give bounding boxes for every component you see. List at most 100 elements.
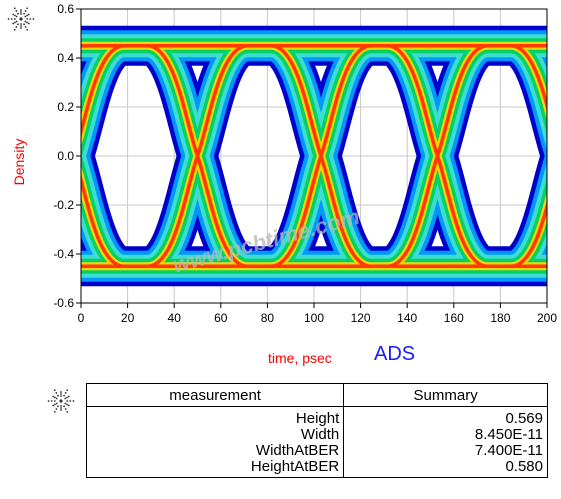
y-tick-label: 0.4 [57,51,74,65]
logo-dot [63,394,65,397]
logo-dot [60,405,62,407]
x-tick-label: 160 [444,311,464,325]
y-tick-label: 0.2 [57,100,74,114]
logo-dot [17,12,19,15]
logo-dot [55,408,58,410]
logo-dot [15,20,18,23]
logo-dot [66,410,69,413]
logo-dot [20,9,22,11]
logo-dot [67,395,70,398]
logo-dot [69,400,72,402]
logo-dot [14,21,16,24]
logo-dot [20,11,22,13]
measurement-value: 0.580 [343,459,548,478]
agilent-logo-icon [7,7,35,31]
logo-dot [53,410,56,413]
y-tick-label: -0.2 [53,198,74,212]
x-tick-label: 60 [214,311,228,325]
logo-dot [57,405,59,408]
logo-dot [14,14,16,17]
table-row: WidthAtBER 7.400E-11 [85,443,548,459]
logo-dot [63,405,65,408]
logo-dot [66,403,68,406]
summary-header: Summary [343,383,548,407]
logo-dot [17,23,19,26]
logo-dot [66,389,69,392]
logo-center [19,17,23,21]
y-axis-label: Density [11,139,27,186]
table-row: HeightAtBER 0.580 [85,459,548,478]
measurement-table: measurement Summary Height 0.569 Width 8.4… [85,383,548,478]
logo-dot [60,391,62,393]
measurement-value: 0.569 [343,406,548,427]
logo-dot [66,396,68,399]
logo-dot [26,14,28,17]
logo-dot [64,402,67,405]
logo-dot [23,23,25,26]
logo-dot [67,404,70,407]
logo-dot [60,393,62,395]
logo-dot [26,18,29,20]
logo-dot [13,18,16,20]
logo-dot [27,22,30,25]
logo-dot [47,400,50,402]
agilent-logo-icon [47,389,75,413]
eye-diagram-plot: 0.6 0.4 0.2 0.0 -0.2 -0.4 -0.6 0 20 40 60 80 100 120… [11,2,558,325]
y-tick-label: -0.4 [53,247,74,261]
x-tick-label: 200 [537,311,557,325]
measurement-value: 8.450E-11 [343,427,548,443]
logo-dot [24,26,27,28]
logo-dot [24,10,27,12]
logo-dot [57,394,59,397]
x-tick-labels: 0 20 40 60 80 100 120 140 160 180 200 [78,311,558,325]
logo-dot [54,396,56,399]
logo-dot [13,7,16,10]
logo-dot [20,25,22,27]
logo-dot [20,27,22,29]
logo-dot [29,18,32,20]
x-tick-label: 20 [121,311,135,325]
logo-dot [52,404,55,407]
x-tick-label: 120 [351,311,371,325]
logo-dot [15,15,18,18]
logo-dot [54,403,56,406]
logo-dot [27,13,30,16]
logo-dot [24,20,27,23]
x-axis-label: time, psec [268,350,332,366]
eye-traces-group [81,25,547,287]
y-tick-label: 0.0 [57,149,74,163]
measurement-header: measurement [85,383,345,407]
logo-dot [64,408,67,410]
logo-dot [23,12,25,15]
logo-dot [50,400,53,402]
logo-dot [20,13,22,15]
ads-brand-label: ADS [374,343,416,365]
eye-density-traces [81,25,547,287]
logo-dot [15,26,18,28]
x-tick-label: 180 [490,311,510,325]
x-tick-label: 100 [304,311,324,325]
logo-dot [13,28,16,31]
x-tick-label: 80 [261,311,275,325]
logo-dot [53,400,56,402]
plot-frame [76,8,548,308]
measurement-name: HeightAtBER [85,459,345,478]
y-tick-label: -0.6 [53,296,74,310]
logo-center [59,399,63,403]
logo-dot [72,400,75,402]
logo-dot [53,389,56,392]
logo-dot [12,13,15,16]
logo-dot [55,397,58,400]
logo-dot [66,400,69,402]
logo-dot [7,18,10,20]
logo-dot [64,392,67,394]
logo-dot [60,409,62,411]
logo-dot [26,7,29,10]
logo-dot [55,392,58,394]
x-tick-label: 40 [168,311,182,325]
logo-dot [55,402,58,405]
eye-density-level [81,44,547,268]
measurement-name: Width [85,427,345,443]
logo-dot [12,22,15,25]
measurement-value: 7.400E-11 [343,443,548,459]
